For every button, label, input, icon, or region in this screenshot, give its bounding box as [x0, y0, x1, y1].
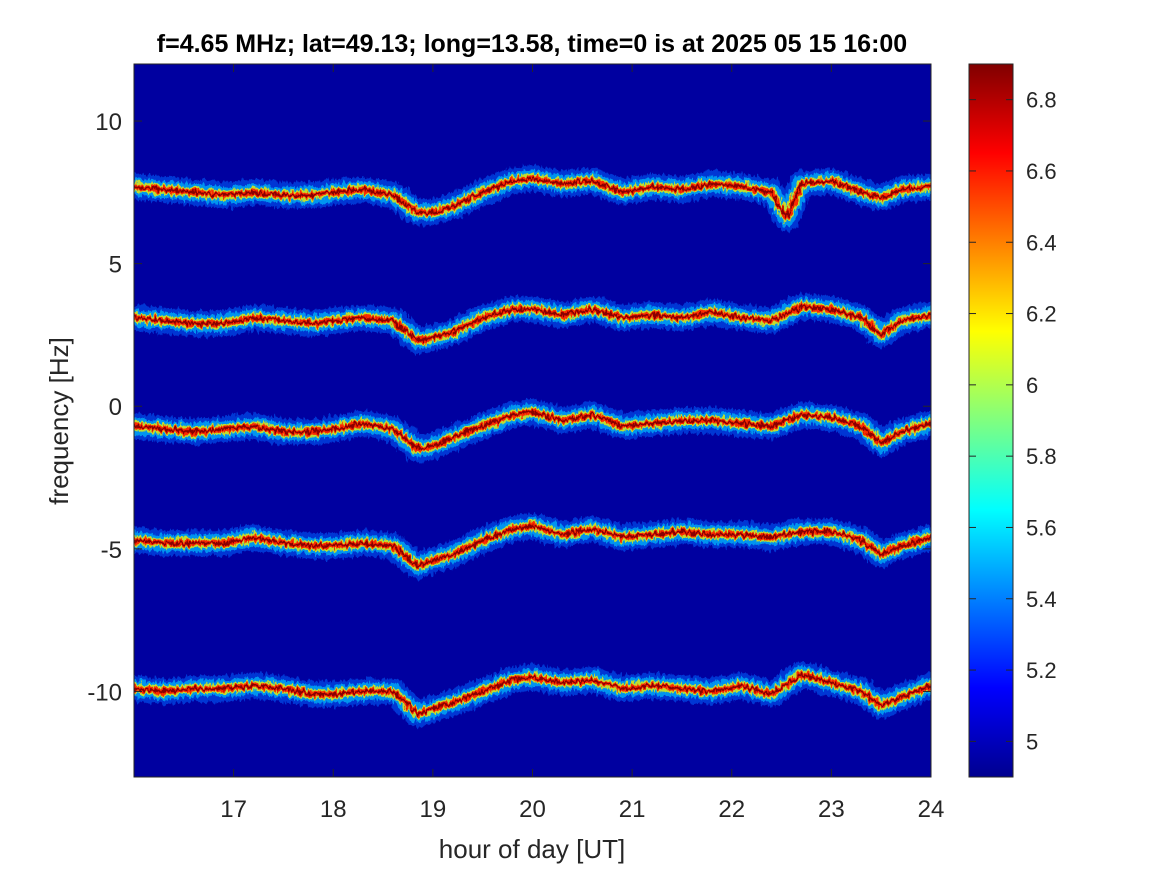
- chart-title: f=4.65 MHz; lat=49.13; long=13.58, time=…: [156, 30, 908, 58]
- colorbar-tick-label: 6.8: [1026, 88, 1057, 113]
- colorbar-tick-label: 5.6: [1026, 515, 1057, 540]
- x-tick-label: 17: [220, 796, 247, 823]
- x-axis-label: hour of day [UT]: [439, 834, 625, 864]
- y-tick-label: -5: [101, 537, 122, 564]
- y-axis-label: frequency [Hz]: [44, 337, 74, 505]
- colorbar-tick-label: 5.4: [1026, 587, 1057, 612]
- colorbar: [968, 63, 1014, 778]
- trace-line-4: [134, 524, 931, 568]
- x-tick-label: 20: [519, 796, 546, 823]
- x-tick-label: 23: [818, 796, 845, 823]
- x-tick-label: 21: [619, 796, 646, 823]
- y-tick-label: -10: [87, 679, 122, 706]
- trace-line-5: [134, 673, 931, 716]
- colorbar-tick-label: 6: [1026, 373, 1038, 398]
- colorbar-tick-label: 5: [1026, 729, 1038, 754]
- trace-line-3: [134, 410, 931, 451]
- x-tick-label: 22: [718, 796, 745, 823]
- x-tick-label: 24: [918, 796, 945, 823]
- y-tick-label: 5: [109, 252, 122, 279]
- colorbar-tick-label: 6.4: [1026, 230, 1057, 255]
- x-axis: 17 18 19 20 21 22 23 24: [220, 64, 944, 823]
- x-tick-label: 19: [420, 796, 447, 823]
- colorbar-tick-label: 6.6: [1026, 159, 1057, 184]
- x-tick-label: 18: [320, 796, 347, 823]
- colorbar-tick-label: 5.2: [1026, 658, 1057, 683]
- colorbar-axis: 5 5.2 5.4 5.6 5.8 6 6.2 6.4 6.6 6.8: [969, 88, 1057, 754]
- trace-layer: [134, 165, 931, 728]
- y-axis: -10 -5 0 5 10: [87, 109, 931, 706]
- y-tick-label: 0: [109, 394, 122, 421]
- colorbar-tick-label: 5.8: [1026, 444, 1057, 469]
- trace-line-1: [134, 176, 931, 220]
- y-tick-label: 10: [95, 109, 122, 136]
- colorbar-tick-label: 6.2: [1026, 302, 1057, 327]
- trace-line-2: [134, 305, 931, 342]
